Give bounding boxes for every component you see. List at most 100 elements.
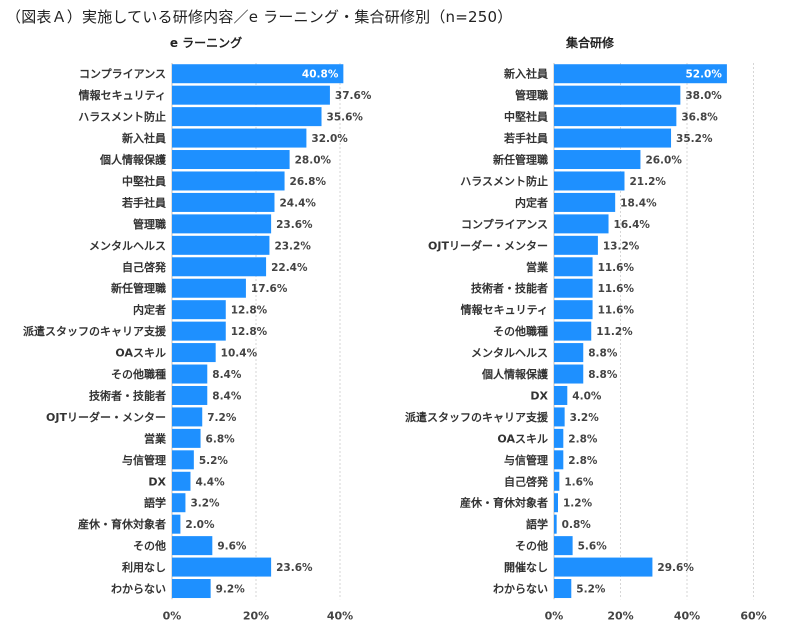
data-label: 5.2% xyxy=(576,584,606,596)
category-label: OAスキル xyxy=(497,432,548,445)
category-label: 個人情報保護 xyxy=(99,153,167,167)
x-tick-label: 0% xyxy=(545,609,564,622)
bar xyxy=(554,107,677,127)
data-label: 10.4% xyxy=(221,348,258,360)
data-label: 4.4% xyxy=(195,476,225,488)
category-label: わからない xyxy=(111,583,166,596)
page-title: （図表Ａ）実施している研修内容／e ラーニング・集合研修別（n=250） xyxy=(6,8,513,26)
data-label: 26.0% xyxy=(645,155,682,167)
data-label: 5.6% xyxy=(578,541,608,553)
data-label: 2.8% xyxy=(568,455,598,467)
category-label: 内定者 xyxy=(133,303,166,317)
bar xyxy=(554,192,616,212)
data-label: 3.2% xyxy=(190,498,220,510)
data-label: 2.8% xyxy=(568,433,598,445)
bar xyxy=(554,321,592,341)
chart-title: e ラーニング xyxy=(170,35,242,50)
bar xyxy=(172,407,203,427)
bar xyxy=(554,64,727,84)
x-tick-label: 20% xyxy=(607,609,633,622)
x-tick-label: 0% xyxy=(163,609,182,622)
data-label: 8.4% xyxy=(212,390,242,402)
category-label: ハラスメント防止 xyxy=(78,110,166,124)
bar xyxy=(172,64,344,84)
chart-group-training: 集合研修 0% 20% 40% 60% 新入社員 52.0% 管理職 38.0% 中堅社員 36.8… xyxy=(405,35,767,622)
bar xyxy=(172,128,307,148)
bar xyxy=(554,471,560,491)
category-label: 与信管理 xyxy=(504,453,548,467)
category-label: 営業 xyxy=(144,431,167,445)
chart-title: 集合研修 xyxy=(565,35,615,50)
category-label: OJTリーダー・メンター xyxy=(46,410,166,424)
bar xyxy=(172,257,267,277)
category-label: 自己啓発 xyxy=(122,260,167,274)
category-label: 派遣スタッフのキャリア支援 xyxy=(405,410,549,424)
data-label: 8.4% xyxy=(212,369,242,381)
bar xyxy=(172,300,226,320)
bar xyxy=(172,192,275,212)
data-label: 5.2% xyxy=(199,455,229,467)
chart-elearning: e ラーニング 0% 20% 40% コンプライアンス 40.8% 情報セキュリティ 37.6… xyxy=(23,35,372,622)
data-label: 35.2% xyxy=(676,133,713,145)
bar xyxy=(172,321,226,341)
data-label: 38.0% xyxy=(685,90,722,102)
data-label: 13.2% xyxy=(603,240,640,252)
data-label: 8.8% xyxy=(588,348,618,360)
bar xyxy=(554,85,681,105)
bar xyxy=(172,235,270,255)
data-label: 6.8% xyxy=(206,433,236,445)
x-tick-label: 40% xyxy=(327,609,353,622)
bar xyxy=(172,214,272,234)
data-label: 23.6% xyxy=(276,562,313,574)
data-label: 7.2% xyxy=(207,412,237,424)
bar xyxy=(554,536,573,556)
category-label: 自己啓発 xyxy=(504,474,549,488)
category-label: その他 xyxy=(133,539,166,553)
bar xyxy=(554,257,593,277)
category-label: 内定者 xyxy=(515,195,548,209)
data-label: 11.2% xyxy=(596,326,633,338)
data-label: 35.6% xyxy=(327,112,364,124)
category-label: OJTリーダー・メンター xyxy=(428,238,548,252)
data-label: 9.2% xyxy=(216,584,246,596)
category-label: コンプライアンス xyxy=(79,67,166,81)
x-tick-label: 40% xyxy=(674,609,700,622)
data-label: 26.8% xyxy=(290,176,327,188)
category-label: メンタルヘルス xyxy=(471,347,548,360)
bar xyxy=(172,514,181,534)
bar xyxy=(172,557,272,577)
data-label: 0.8% xyxy=(562,519,592,531)
bar xyxy=(554,128,672,148)
category-label: 利用なし xyxy=(122,560,166,574)
bar xyxy=(554,385,568,405)
bar xyxy=(554,300,593,320)
bar xyxy=(172,171,285,191)
data-label: 11.6% xyxy=(598,262,635,274)
category-label: 新入社員 xyxy=(122,131,166,145)
bar xyxy=(172,343,216,363)
category-label: 産休・育休対象者 xyxy=(460,496,548,510)
bar xyxy=(554,214,609,234)
bar xyxy=(554,150,641,170)
category-label: 若手社員 xyxy=(504,131,548,145)
category-label: DX xyxy=(530,389,548,402)
bar xyxy=(172,385,208,405)
bar xyxy=(172,536,213,556)
category-label: その他職種 xyxy=(111,367,166,381)
data-label: 2.0% xyxy=(185,519,215,531)
category-label: 技術者・技能者 xyxy=(471,281,548,295)
category-label: 個人情報保護 xyxy=(481,367,549,381)
data-label: 40.8% xyxy=(302,69,339,81)
category-label: ハラスメント防止 xyxy=(460,174,548,188)
category-label: 若手社員 xyxy=(122,195,166,209)
category-label: 新任管理職 xyxy=(111,281,166,295)
category-label: 与信管理 xyxy=(122,453,166,467)
x-tick-label: 60% xyxy=(740,609,766,622)
category-label: 新任管理職 xyxy=(493,153,548,167)
bar xyxy=(172,450,194,470)
category-label: 新入社員 xyxy=(504,67,548,81)
data-label: 21.2% xyxy=(629,176,666,188)
category-label: 情報セキュリティ xyxy=(79,88,166,102)
category-label: 産休・育休対象者 xyxy=(78,517,166,531)
